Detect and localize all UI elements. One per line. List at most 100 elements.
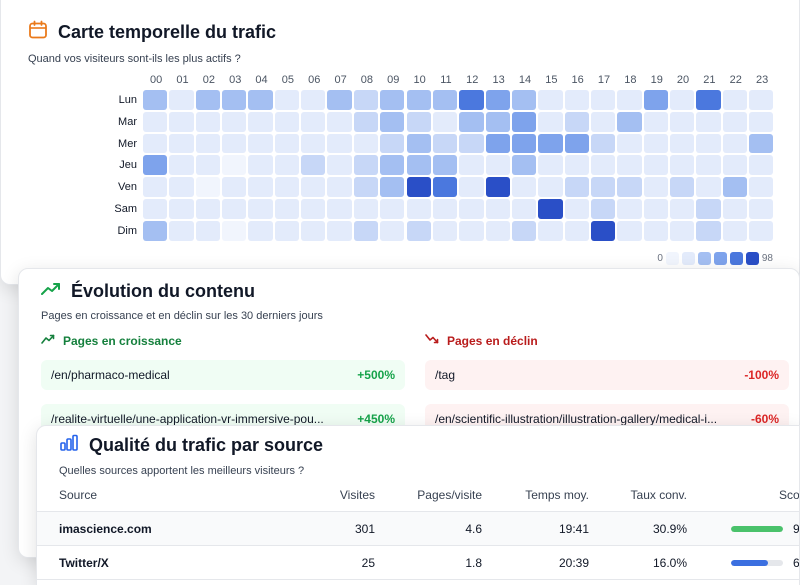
heatmap-cell[interactable] [459, 199, 484, 219]
heatmap-cell[interactable] [722, 90, 748, 110]
heatmap-cell[interactable] [143, 90, 168, 110]
heatmap-cell[interactable] [380, 111, 405, 132]
heatmap-cell[interactable] [327, 177, 352, 197]
heatmap-cell[interactable] [617, 199, 642, 219]
heatmap-cell[interactable] [406, 155, 431, 176]
heatmap-cell[interactable] [301, 199, 326, 219]
heatmap-cell[interactable] [222, 90, 247, 110]
heatmap-cell[interactable] [722, 199, 748, 219]
heatmap-cell[interactable] [301, 155, 326, 176]
heatmap-cell[interactable] [222, 177, 247, 197]
heatmap-cell[interactable] [406, 220, 431, 241]
heatmap-cell[interactable] [301, 220, 326, 241]
heatmap-cell[interactable] [195, 111, 221, 132]
heatmap-cell[interactable] [670, 155, 695, 176]
heatmap-cell[interactable] [670, 111, 695, 132]
heatmap-cell[interactable] [564, 111, 589, 132]
heatmap-cell[interactable] [590, 90, 616, 110]
heatmap-cell[interactable] [670, 90, 695, 110]
heatmap-cell[interactable] [511, 199, 537, 219]
heatmap-cell[interactable] [590, 133, 616, 154]
heatmap-cell[interactable] [432, 90, 458, 110]
heatmap-cell[interactable] [485, 220, 510, 241]
heatmap-cell[interactable] [722, 111, 748, 132]
heatmap-cell[interactable] [538, 220, 563, 241]
heatmap-cell[interactable] [353, 177, 379, 197]
decline-row[interactable]: /tag -100% [425, 360, 789, 390]
heatmap-cell[interactable] [485, 177, 510, 197]
heatmap-cell[interactable] [617, 155, 642, 176]
heatmap-cell[interactable] [195, 133, 221, 154]
heatmap-cell[interactable] [327, 199, 352, 219]
heatmap-cell[interactable] [353, 133, 379, 154]
heatmap-cell[interactable] [722, 220, 748, 241]
heatmap-cell[interactable] [617, 111, 642, 132]
heatmap-cell[interactable] [248, 155, 273, 176]
heatmap-cell[interactable] [643, 199, 668, 219]
heatmap-cell[interactable] [459, 155, 484, 176]
heatmap-cell[interactable] [380, 199, 405, 219]
heatmap-cell[interactable] [248, 199, 273, 219]
heatmap-cell[interactable] [643, 90, 668, 110]
heatmap-cell[interactable] [380, 90, 405, 110]
heatmap-cell[interactable] [406, 177, 431, 197]
heatmap-cell[interactable] [670, 220, 695, 241]
heatmap-cell[interactable] [590, 111, 616, 132]
heatmap-cell[interactable] [670, 199, 695, 219]
heatmap-cell[interactable] [485, 90, 510, 110]
heatmap-cell[interactable] [380, 133, 405, 154]
heatmap-cell[interactable] [696, 90, 721, 110]
heatmap-cell[interactable] [590, 155, 616, 176]
heatmap-cell[interactable] [169, 111, 194, 132]
heatmap-cell[interactable] [511, 111, 537, 132]
heatmap-cell[interactable] [749, 111, 774, 132]
heatmap-cell[interactable] [459, 111, 484, 132]
heatmap-cell[interactable] [538, 177, 563, 197]
heatmap-cell[interactable] [327, 90, 352, 110]
heatmap-cell[interactable] [248, 111, 273, 132]
heatmap-cell[interactable] [169, 155, 194, 176]
heatmap-cell[interactable] [143, 177, 168, 197]
col-visits[interactable]: Visites [339, 487, 375, 502]
heatmap-cell[interactable] [485, 111, 510, 132]
heatmap-cell[interactable] [590, 199, 616, 219]
heatmap-cell[interactable] [459, 220, 484, 241]
heatmap-cell[interactable] [696, 220, 721, 241]
heatmap-cell[interactable] [749, 220, 774, 241]
heatmap-cell[interactable] [617, 90, 642, 110]
heatmap-cell[interactable] [538, 111, 563, 132]
table-row[interactable]: imascience.com 301 4.6 19:41 30.9% 9 [37, 512, 799, 546]
heatmap-cell[interactable] [459, 90, 484, 110]
heatmap-cell[interactable] [353, 90, 379, 110]
heatmap-cell[interactable] [222, 155, 247, 176]
heatmap-cell[interactable] [722, 155, 748, 176]
heatmap-cell[interactable] [432, 155, 458, 176]
heatmap-cell[interactable] [643, 177, 668, 197]
heatmap-cell[interactable] [222, 199, 247, 219]
heatmap-cell[interactable] [274, 155, 300, 176]
heatmap-cell[interactable] [274, 111, 300, 132]
col-source[interactable]: Source [59, 487, 98, 502]
heatmap-cell[interactable] [406, 90, 431, 110]
heatmap-cell[interactable] [169, 133, 194, 154]
heatmap-cell[interactable] [143, 220, 168, 241]
heatmap-cell[interactable] [643, 111, 668, 132]
heatmap-cell[interactable] [169, 220, 194, 241]
heatmap-cell[interactable] [538, 90, 563, 110]
heatmap-cell[interactable] [749, 177, 774, 197]
heatmap-cell[interactable] [353, 220, 379, 241]
heatmap-cell[interactable] [538, 155, 563, 176]
heatmap-cell[interactable] [353, 111, 379, 132]
heatmap-cell[interactable] [617, 177, 642, 197]
heatmap-cell[interactable] [696, 199, 721, 219]
heatmap-cell[interactable] [274, 220, 300, 241]
heatmap-cell[interactable] [643, 155, 668, 176]
heatmap-cell[interactable] [274, 199, 300, 219]
heatmap-cell[interactable] [459, 177, 484, 197]
col-time[interactable]: Temps moy. [525, 487, 589, 502]
heatmap-cell[interactable] [749, 199, 774, 219]
heatmap-cell[interactable] [143, 111, 168, 132]
heatmap-cell[interactable] [459, 133, 484, 154]
heatmap-cell[interactable] [564, 177, 589, 197]
heatmap-cell[interactable] [169, 199, 194, 219]
